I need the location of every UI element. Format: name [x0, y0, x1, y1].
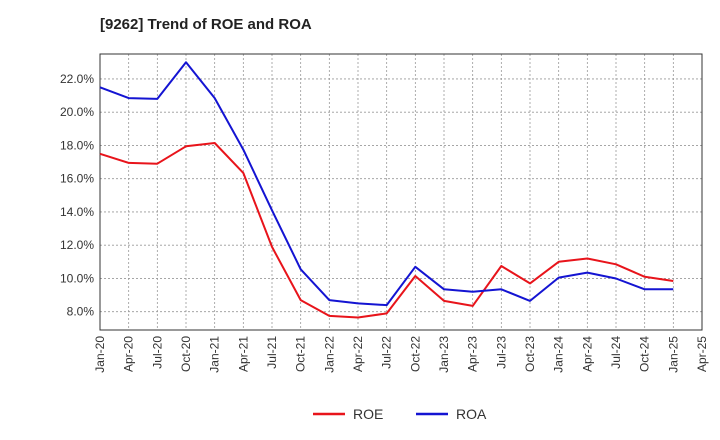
x-axis-ticks: Jan-20 Apr-20 Jul-20 Oct-20 Jan-21 Apr-21 Jul-… [93, 336, 709, 373]
y-tick-label: 16.0% [60, 172, 94, 186]
x-tick-label: Jan-20 [93, 336, 107, 373]
series-line-roa [99, 61, 674, 307]
x-tick-label: Jul-22 [380, 336, 394, 369]
legend-label-roa: ROA [456, 406, 487, 422]
legend-label-roe: ROE [353, 406, 383, 422]
x-tick-label: Oct-23 [523, 336, 537, 372]
x-tick-label: Jul-24 [609, 336, 623, 369]
x-tick-label: Jul-20 [150, 336, 164, 369]
x-tick-label: Oct-22 [408, 336, 422, 372]
x-tick-label: Jul-21 [265, 336, 279, 369]
x-tick-label: Jan-24 [552, 336, 566, 373]
grid-lines [99, 54, 703, 330]
series-line-roe [99, 142, 674, 319]
plot-area [99, 53, 703, 331]
legend: ROE ROA [313, 406, 487, 422]
x-tick-label: Apr-23 [466, 336, 480, 372]
x-tick-label: Jan-21 [208, 336, 222, 373]
y-axis-ticks: 8.0% 10.0% 12.0% 14.0% 16.0% 18.0% 20.0% 22.0% [60, 72, 94, 319]
y-tick-label: 22.0% [60, 72, 94, 86]
y-tick-label: 12.0% [60, 238, 94, 252]
x-tick-label: Oct-21 [294, 336, 308, 372]
x-tick-label: Jan-22 [322, 336, 336, 373]
x-tick-label: Jul-23 [494, 336, 508, 369]
chart-title: [9262] Trend of ROE and ROA [100, 16, 312, 33]
x-tick-label: Apr-25 [695, 336, 709, 372]
x-tick-label: Jan-23 [437, 336, 451, 373]
x-tick-label: Jan-25 [666, 336, 680, 373]
x-tick-label: Oct-20 [179, 336, 193, 372]
y-tick-label: 10.0% [60, 271, 94, 285]
y-tick-label: 20.0% [60, 105, 94, 119]
x-tick-label: Apr-24 [580, 336, 594, 372]
x-tick-label: Oct-24 [638, 336, 652, 372]
series-lines [99, 61, 674, 319]
x-tick-label: Apr-22 [351, 336, 365, 372]
y-tick-label: 8.0% [67, 305, 95, 319]
y-tick-label: 14.0% [60, 205, 94, 219]
y-tick-label: 18.0% [60, 138, 94, 152]
x-tick-label: Apr-20 [122, 336, 136, 372]
x-tick-label: Apr-21 [236, 336, 250, 372]
